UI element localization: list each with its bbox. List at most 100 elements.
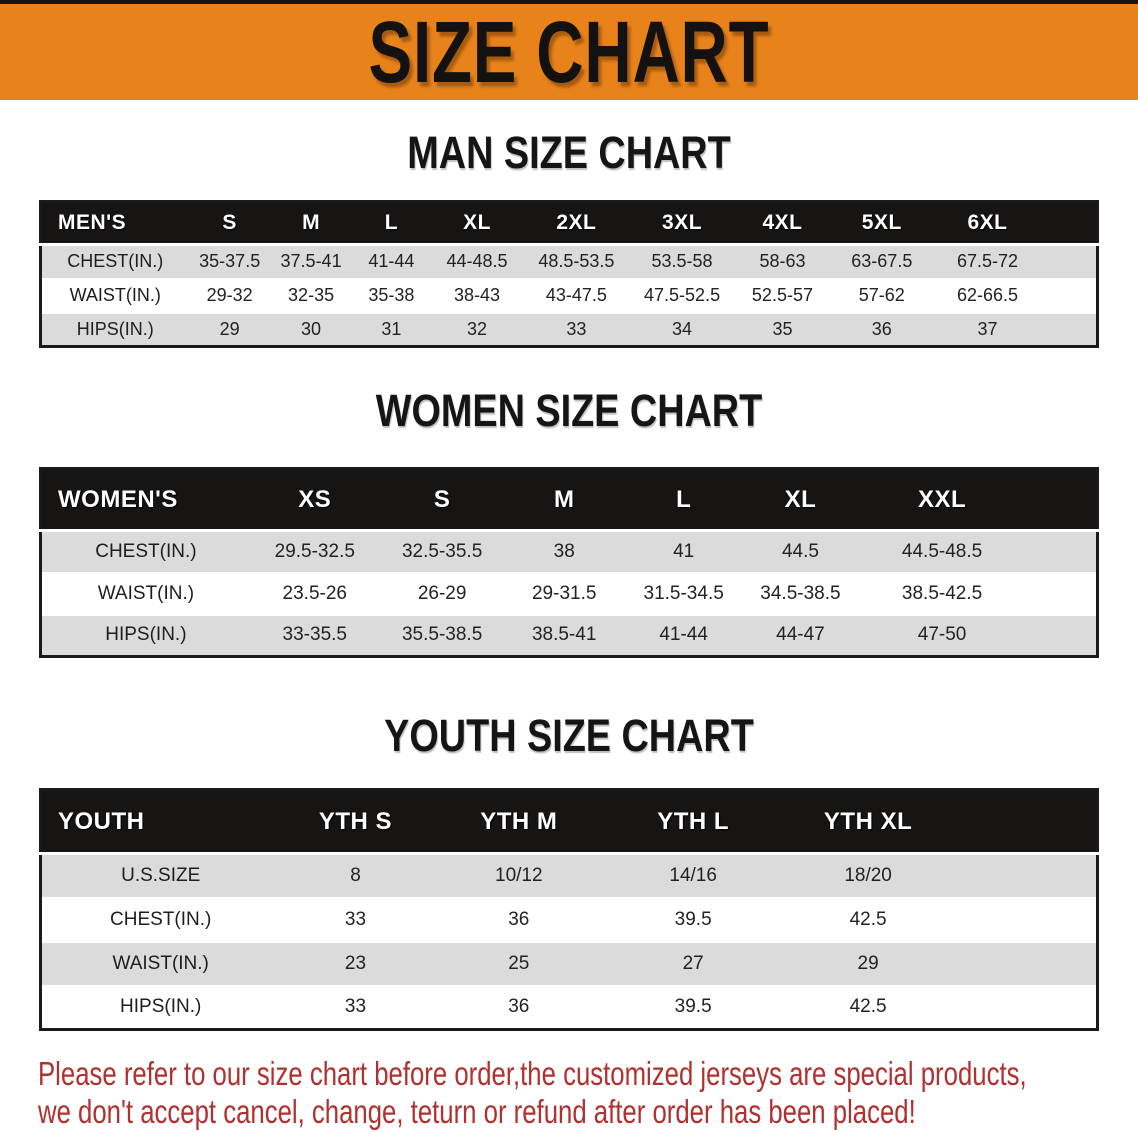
table-cell: 38.5-42.5: [857, 572, 1027, 615]
table-cell: 30: [270, 311, 352, 348]
table-cell: 42.5: [780, 897, 956, 942]
women-size-header: S: [379, 468, 505, 532]
men-size-header: XL: [431, 201, 523, 246]
table-cell: 34.5-38.5: [743, 572, 858, 615]
row-label: WAIST(IN.): [40, 940, 280, 987]
men-size-table: MEN'S S M L XL 2XL 3XL 4XL 5XL 6XL CHEST…: [39, 200, 1099, 348]
table-cell: 31.5-34.5: [623, 572, 744, 615]
youth-row-waist: WAIST(IN.) 23 25 27 29: [40, 940, 1098, 987]
row-label: HIPS(IN.): [40, 985, 280, 1030]
youth-section-title: YOUTH SIZE CHART: [384, 710, 754, 761]
spacer-cell: [1026, 468, 1098, 532]
row-label: HIPS(IN.): [40, 613, 250, 658]
table-cell: 23: [279, 940, 432, 987]
table-cell: 67.5-72: [932, 243, 1043, 280]
table-cell: 33: [279, 897, 432, 942]
women-row-hips: HIPS(IN.) 33-35.5 35.5-38.5 38.5-41 41-4…: [40, 613, 1098, 658]
row-label: WAIST(IN.): [40, 572, 250, 615]
row-label: WAIST(IN.): [40, 278, 189, 313]
table-cell: 33: [522, 311, 631, 348]
spacer-cell: [1026, 529, 1098, 574]
table-cell: 18/20: [780, 852, 956, 899]
row-label: CHEST(IN.): [40, 529, 250, 574]
row-label: CHEST(IN.): [40, 897, 280, 942]
table-cell: 44.5: [743, 529, 858, 574]
youth-size-table: YOUTH YTH S YTH M YTH L YTH XL U.S.SIZE …: [39, 788, 1099, 1031]
youth-row-chest: CHEST(IN.) 33 36 39.5 42.5: [40, 897, 1098, 942]
men-row-chest: CHEST(IN.) 35-37.5 37.5-41 41-44 44-48.5…: [40, 243, 1098, 280]
table-cell: 32-35: [270, 278, 352, 313]
table-cell: 58-63: [733, 243, 832, 280]
women-size-header: XXL: [857, 468, 1027, 532]
men-size-header: 6XL: [932, 201, 1043, 246]
table-cell: 44-48.5: [431, 243, 523, 280]
table-cell: 37.5-41: [270, 243, 352, 280]
men-size-header: 4XL: [733, 201, 832, 246]
men-size-header: 5XL: [831, 201, 933, 246]
youth-row-ussize: U.S.SIZE 8 10/12 14/16 18/20: [40, 852, 1098, 899]
men-size-header: 3XL: [630, 201, 734, 246]
table-cell: 62-66.5: [932, 278, 1043, 313]
youth-size-header: YTH XL: [780, 789, 956, 855]
men-row-waist: WAIST(IN.) 29-32 32-35 35-38 38-43 43-47…: [40, 278, 1098, 313]
disclaimer-line-1: Please refer to our size chart before or…: [38, 1055, 1027, 1092]
table-cell: 23.5-26: [249, 572, 380, 615]
table-cell: 38.5-41: [504, 613, 624, 658]
youth-size-header: YTH L: [605, 789, 781, 855]
women-header-row: WOMEN'S XS S M L XL XXL: [40, 468, 1098, 532]
spacer-cell: [1042, 201, 1098, 246]
table-cell: 10/12: [431, 852, 606, 899]
table-cell: 31: [351, 311, 432, 348]
table-cell: 29-32: [188, 278, 271, 313]
table-cell: 41: [623, 529, 744, 574]
women-size-header: XS: [249, 468, 380, 532]
table-cell: 33: [279, 985, 432, 1030]
women-size-header: M: [504, 468, 624, 532]
women-group-label: WOMEN'S: [40, 468, 250, 532]
disclaimer-line-2: we don't accept cancel, change, teturn o…: [38, 1093, 916, 1130]
men-size-header: S: [188, 201, 271, 246]
spacer-cell: [955, 940, 1098, 987]
youth-row-hips: HIPS(IN.) 33 36 39.5 42.5: [40, 985, 1098, 1030]
table-cell: 48.5-53.5: [522, 243, 631, 280]
table-cell: 29-31.5: [504, 572, 624, 615]
men-header-row: MEN'S S M L XL 2XL 3XL 4XL 5XL 6XL: [40, 201, 1098, 246]
table-cell: 41-44: [623, 613, 744, 658]
youth-size-header: YTH S: [279, 789, 432, 855]
table-cell: 35.5-38.5: [379, 613, 505, 658]
table-cell: 36: [831, 311, 933, 348]
table-cell: 26-29: [379, 572, 505, 615]
table-cell: 47-50: [857, 613, 1027, 658]
spacer-cell: [1026, 572, 1098, 615]
banner: SIZE CHART: [0, 0, 1138, 100]
men-group-label: MEN'S: [40, 201, 189, 246]
table-cell: 44-47: [743, 613, 858, 658]
spacer-cell: [1042, 311, 1098, 348]
table-cell: 38: [504, 529, 624, 574]
women-row-waist: WAIST(IN.) 23.5-26 26-29 29-31.5 31.5-34…: [40, 572, 1098, 615]
row-label: U.S.SIZE: [40, 852, 280, 899]
youth-group-label: YOUTH: [40, 789, 280, 855]
table-cell: 27: [605, 940, 781, 987]
table-cell: 29: [780, 940, 956, 987]
table-cell: 33-35.5: [249, 613, 380, 658]
table-cell: 25: [431, 940, 606, 987]
women-section-title: WOMEN SIZE CHART: [375, 385, 763, 436]
women-size-header: L: [623, 468, 744, 532]
table-cell: 38-43: [431, 278, 523, 313]
youth-size-header: YTH M: [431, 789, 606, 855]
table-cell: 63-67.5: [831, 243, 933, 280]
table-cell: 29: [188, 311, 271, 348]
table-cell: 35-37.5: [188, 243, 271, 280]
table-cell: 29.5-32.5: [249, 529, 380, 574]
youth-header-row: YOUTH YTH S YTH M YTH L YTH XL: [40, 789, 1098, 855]
table-cell: 39.5: [605, 897, 781, 942]
table-cell: 41-44: [351, 243, 432, 280]
spacer-cell: [955, 789, 1098, 855]
table-cell: 35: [733, 311, 832, 348]
spacer-cell: [1042, 243, 1098, 280]
spacer-cell: [955, 897, 1098, 942]
table-cell: 34: [630, 311, 734, 348]
table-cell: 37: [932, 311, 1043, 348]
women-size-header: XL: [743, 468, 858, 532]
